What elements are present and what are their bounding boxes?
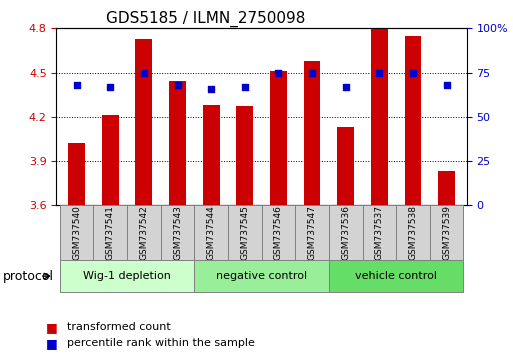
FancyBboxPatch shape — [329, 205, 363, 260]
Text: GSM737538: GSM737538 — [408, 205, 418, 260]
Point — [106, 84, 114, 90]
Point — [72, 82, 81, 88]
Bar — [405, 36, 421, 354]
Point — [409, 70, 417, 75]
Bar — [304, 61, 321, 354]
FancyBboxPatch shape — [396, 205, 430, 260]
Bar — [236, 107, 253, 354]
FancyBboxPatch shape — [194, 260, 329, 292]
Point — [140, 70, 148, 75]
FancyBboxPatch shape — [363, 205, 396, 260]
Bar — [371, 28, 388, 354]
Bar — [338, 127, 354, 354]
Bar — [270, 71, 287, 354]
Point — [376, 70, 384, 75]
Text: negative control: negative control — [216, 271, 307, 281]
Bar — [438, 171, 455, 354]
Text: GSM737537: GSM737537 — [375, 205, 384, 260]
Text: GSM737544: GSM737544 — [207, 205, 215, 260]
Bar — [102, 115, 119, 354]
Text: ■: ■ — [46, 321, 58, 334]
Text: GSM737542: GSM737542 — [140, 205, 148, 260]
Text: transformed count: transformed count — [67, 322, 170, 332]
Text: GSM737539: GSM737539 — [442, 205, 451, 260]
Text: protocol: protocol — [3, 270, 53, 282]
Point — [241, 84, 249, 90]
Text: GDS5185 / ILMN_2750098: GDS5185 / ILMN_2750098 — [106, 11, 305, 27]
Text: percentile rank within the sample: percentile rank within the sample — [67, 338, 254, 348]
Text: GSM737547: GSM737547 — [308, 205, 317, 260]
FancyBboxPatch shape — [228, 205, 262, 260]
FancyBboxPatch shape — [161, 205, 194, 260]
Bar — [68, 143, 85, 354]
Point — [207, 86, 215, 91]
Text: GSM737536: GSM737536 — [341, 205, 350, 260]
FancyBboxPatch shape — [262, 205, 295, 260]
Text: GSM737540: GSM737540 — [72, 205, 81, 260]
Text: GSM737545: GSM737545 — [240, 205, 249, 260]
FancyBboxPatch shape — [295, 205, 329, 260]
FancyBboxPatch shape — [93, 205, 127, 260]
Text: GSM737546: GSM737546 — [274, 205, 283, 260]
FancyBboxPatch shape — [60, 205, 93, 260]
Point — [308, 70, 316, 75]
Bar — [203, 105, 220, 354]
Point — [173, 82, 182, 88]
FancyBboxPatch shape — [127, 205, 161, 260]
Text: Wig-1 depletion: Wig-1 depletion — [83, 271, 171, 281]
Text: vehicle control: vehicle control — [355, 271, 437, 281]
FancyBboxPatch shape — [60, 260, 194, 292]
Bar — [135, 39, 152, 354]
Point — [274, 70, 283, 75]
Point — [342, 84, 350, 90]
Text: ■: ■ — [46, 337, 58, 350]
Point — [443, 82, 451, 88]
FancyBboxPatch shape — [329, 260, 463, 292]
FancyBboxPatch shape — [194, 205, 228, 260]
Text: GSM737543: GSM737543 — [173, 205, 182, 260]
Text: GSM737541: GSM737541 — [106, 205, 115, 260]
Bar — [169, 81, 186, 354]
FancyBboxPatch shape — [430, 205, 463, 260]
